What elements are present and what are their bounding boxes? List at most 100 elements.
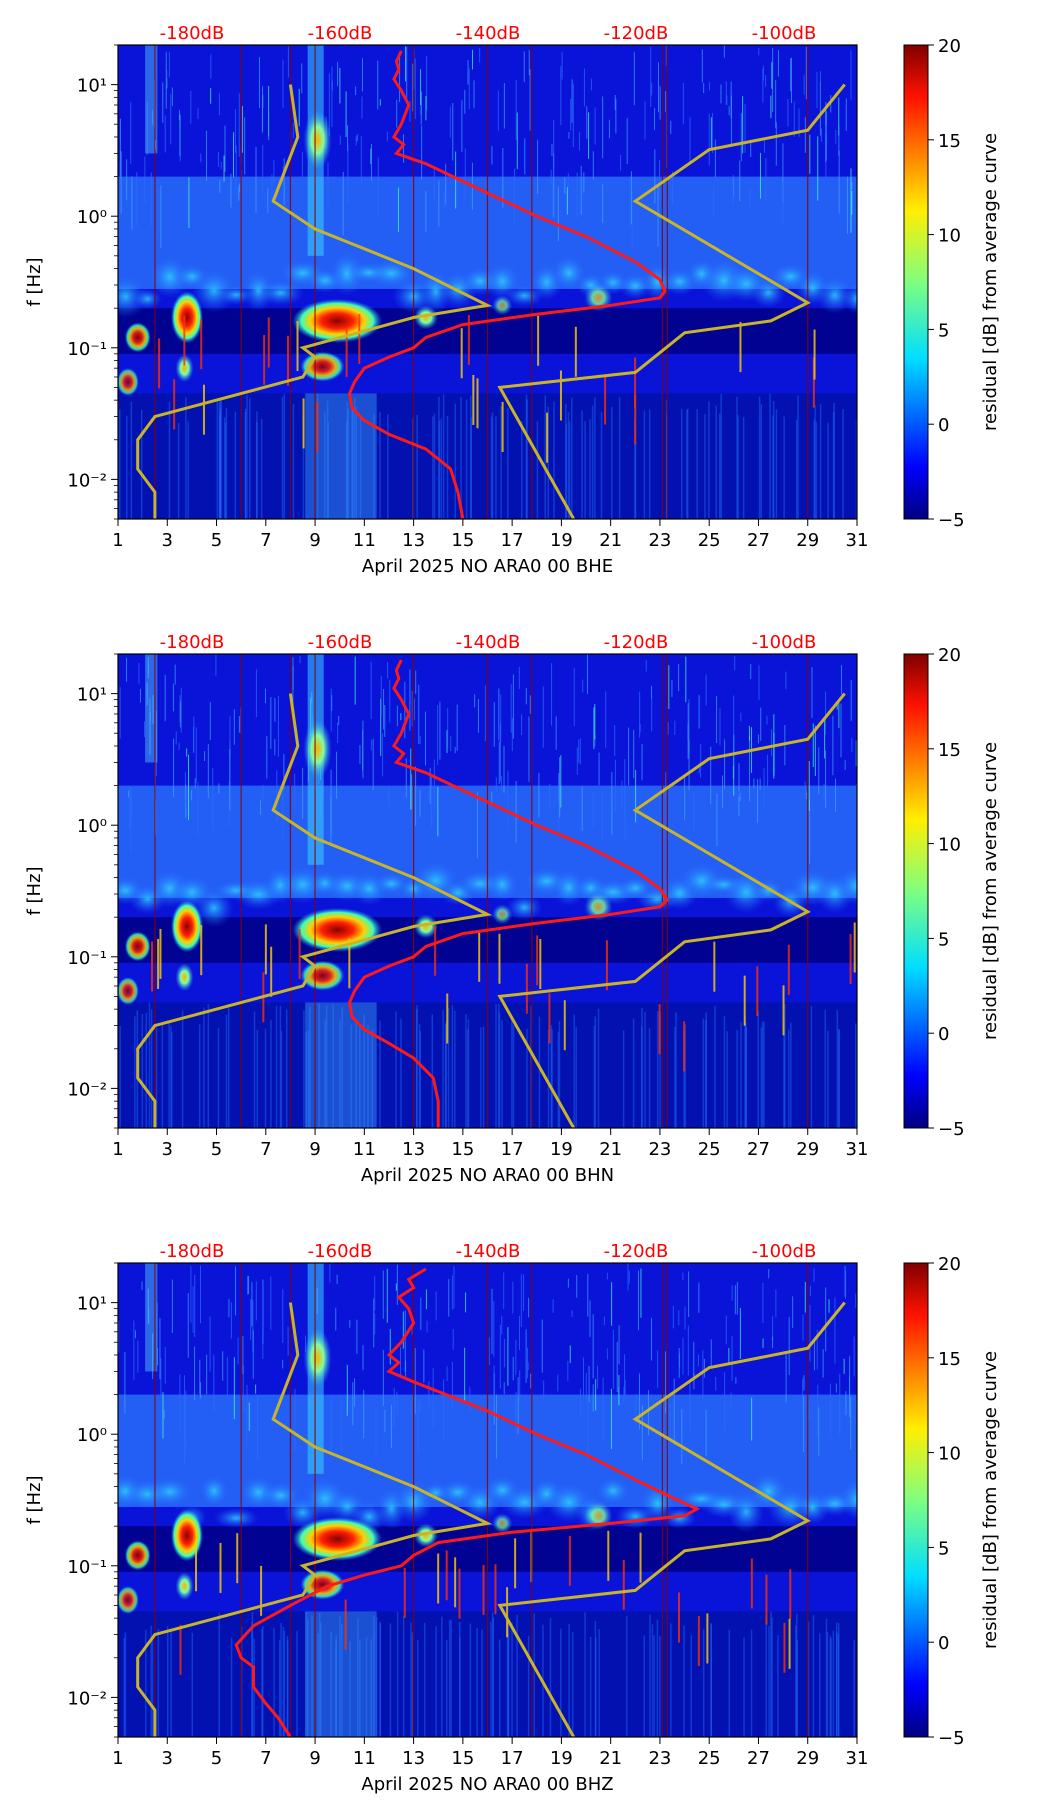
- y-tick-label: 10⁰: [77, 1425, 107, 1446]
- colorbar-tick-label: −5: [938, 1728, 965, 1749]
- heatmap-event-lowband: [305, 1002, 377, 1128]
- chart-panel-3: 1 3 5 7 9 11 13 15 17 19 21 23 25 27 29 3110⁻²10⁻¹10⁰10…: [24, 1241, 1001, 1795]
- y-tick-label: 10¹: [77, 76, 107, 97]
- x-tick-label: 25: [698, 1139, 721, 1160]
- x-tick-label: 31: [846, 1139, 869, 1160]
- heatmap-hot-spot: [118, 1585, 139, 1614]
- y-axis-label: f [Hz]: [24, 1475, 45, 1524]
- heatmap-event-blob: [303, 718, 332, 779]
- y-axis-label: f [Hz]: [24, 866, 45, 915]
- heatmap-blob: [149, 256, 190, 299]
- heatmap-area: [118, 45, 857, 519]
- colorbar-tick-label: 0: [938, 1633, 949, 1654]
- y-tick-label: 10⁻²: [67, 1079, 107, 1100]
- x-tick-label: 17: [501, 530, 524, 551]
- x-tick-label: 11: [353, 1748, 376, 1769]
- plot-frame: [117, 653, 858, 1129]
- colorbar-tick-label: 0: [938, 415, 949, 436]
- x-tick-label: 11: [353, 1139, 376, 1160]
- colorbar-tick-label: 15: [938, 1349, 961, 1370]
- y-tick-label: 10⁻¹: [67, 1557, 107, 1578]
- x-axis-label: April 2025 NO ARA0 00 BHN: [361, 1165, 614, 1186]
- nhnm-curve: [497, 1301, 846, 1737]
- colorbar-tick-label: −5: [938, 510, 965, 531]
- x-tick-label: 23: [648, 1748, 671, 1769]
- nhnm-curve: [497, 692, 846, 1128]
- db-scale-label: -140dB: [456, 1241, 521, 1262]
- heatmap-area: [118, 1263, 857, 1737]
- x-tick-label: 21: [599, 530, 622, 551]
- heatmap-hot-spot: [124, 322, 151, 353]
- colorbar-tick-label: 5: [938, 1538, 949, 1559]
- heatmap-event-column: [145, 45, 158, 154]
- heatmap-hot-spot: [492, 904, 513, 925]
- colorbar-gradient: [903, 653, 929, 1129]
- x-tick-label: 3: [162, 1748, 173, 1769]
- heatmap-hot-spot: [413, 1523, 438, 1548]
- heatmap-event-column: [145, 1263, 158, 1372]
- heatmap-event-column: [145, 654, 158, 763]
- heatmap-blob: [842, 283, 857, 314]
- x-axis-label: April 2025 NO ARA0 00 BHE: [362, 556, 613, 577]
- x-tick-label: 13: [402, 530, 425, 551]
- heatmap-blob: [199, 1475, 229, 1507]
- colorbar-tick-label: 20: [938, 36, 961, 57]
- y-tick-label: 10⁰: [77, 207, 107, 228]
- heatmap-hot-spot: [292, 1516, 383, 1561]
- db-scale-label: -160dB: [308, 23, 373, 44]
- heatmap-blob: [836, 866, 857, 906]
- x-tick-label: 9: [309, 530, 320, 551]
- chart-panel-1: 1 3 5 7 9 11 13 15 17 19 21 23 25 27 29 3110⁻²10⁻¹10⁰10…: [24, 23, 1001, 577]
- heatmap-hot-spot: [292, 298, 383, 343]
- x-tick-label: 7: [260, 530, 271, 551]
- db-scale-label: -160dB: [308, 1241, 373, 1262]
- x-tick-label: 7: [260, 1748, 271, 1769]
- heatmap-blob: [552, 869, 586, 906]
- db-scale-label: -180dB: [160, 23, 225, 44]
- x-tick-label: 21: [599, 1748, 622, 1769]
- colorbar-tick-label: 10: [938, 835, 961, 856]
- heatmap-hot-spot: [300, 960, 345, 991]
- x-tick-label: 1: [112, 1748, 123, 1769]
- colorbar-tick-label: 20: [938, 645, 961, 666]
- colorbar: −5 0 5 10 15 20 residual [dB] from average cur…: [903, 645, 1001, 1140]
- colorbar-gradient: [903, 1262, 929, 1738]
- db-scale-label: -120dB: [604, 1241, 669, 1262]
- colorbar-tick-label: 10: [938, 226, 961, 247]
- x-tick-label: 9: [309, 1748, 320, 1769]
- heatmap-event-blob: [303, 1327, 332, 1388]
- y-tick-label: 10⁻¹: [67, 948, 107, 969]
- x-tick-label: 13: [402, 1139, 425, 1160]
- colorbar-label: residual [dB] from average curve: [980, 133, 1001, 431]
- db-scale-label: -180dB: [160, 632, 225, 653]
- x-tick-label: 15: [451, 1139, 474, 1160]
- heatmap-hot-spot: [118, 367, 139, 396]
- heatmap-hot-spot: [413, 914, 438, 939]
- nlnm-curve: [136, 84, 493, 519]
- x-tick-label: 19: [550, 530, 573, 551]
- heatmap-blob: [147, 1476, 193, 1507]
- colorbar: −5 0 5 10 15 20 residual [dB] from average cur…: [903, 1254, 1001, 1749]
- x-tick-label: 17: [501, 1139, 524, 1160]
- db-scale-label: -140dB: [456, 23, 521, 44]
- colorbar-tick-label: 15: [938, 740, 961, 761]
- x-tick-label: 31: [846, 530, 869, 551]
- heatmap-event-blob: [303, 109, 332, 170]
- colorbar: −5 0 5 10 15 20 residual [dB] from average cur…: [903, 36, 1001, 531]
- x-tick-label: 19: [550, 1139, 573, 1160]
- x-axis-label: April 2025 NO ARA0 00 BHZ: [361, 1774, 613, 1795]
- heatmap-blob: [257, 280, 304, 306]
- x-tick-label: 13: [402, 1748, 425, 1769]
- heatmap-hot-spot: [175, 963, 194, 992]
- heatmap-hot-spot: [124, 1540, 151, 1571]
- db-scale-label: -100dB: [752, 1241, 817, 1262]
- heatmap-blob: [506, 894, 543, 921]
- x-tick-label: 29: [796, 530, 819, 551]
- y-tick-label: 10⁻¹: [67, 339, 107, 360]
- y-tick-label: 10⁻²: [67, 1688, 107, 1709]
- x-tick-label: 3: [162, 530, 173, 551]
- heatmap-hot-spot: [170, 900, 203, 953]
- nlnm-curve: [136, 693, 493, 1128]
- db-scale-label: -140dB: [456, 632, 521, 653]
